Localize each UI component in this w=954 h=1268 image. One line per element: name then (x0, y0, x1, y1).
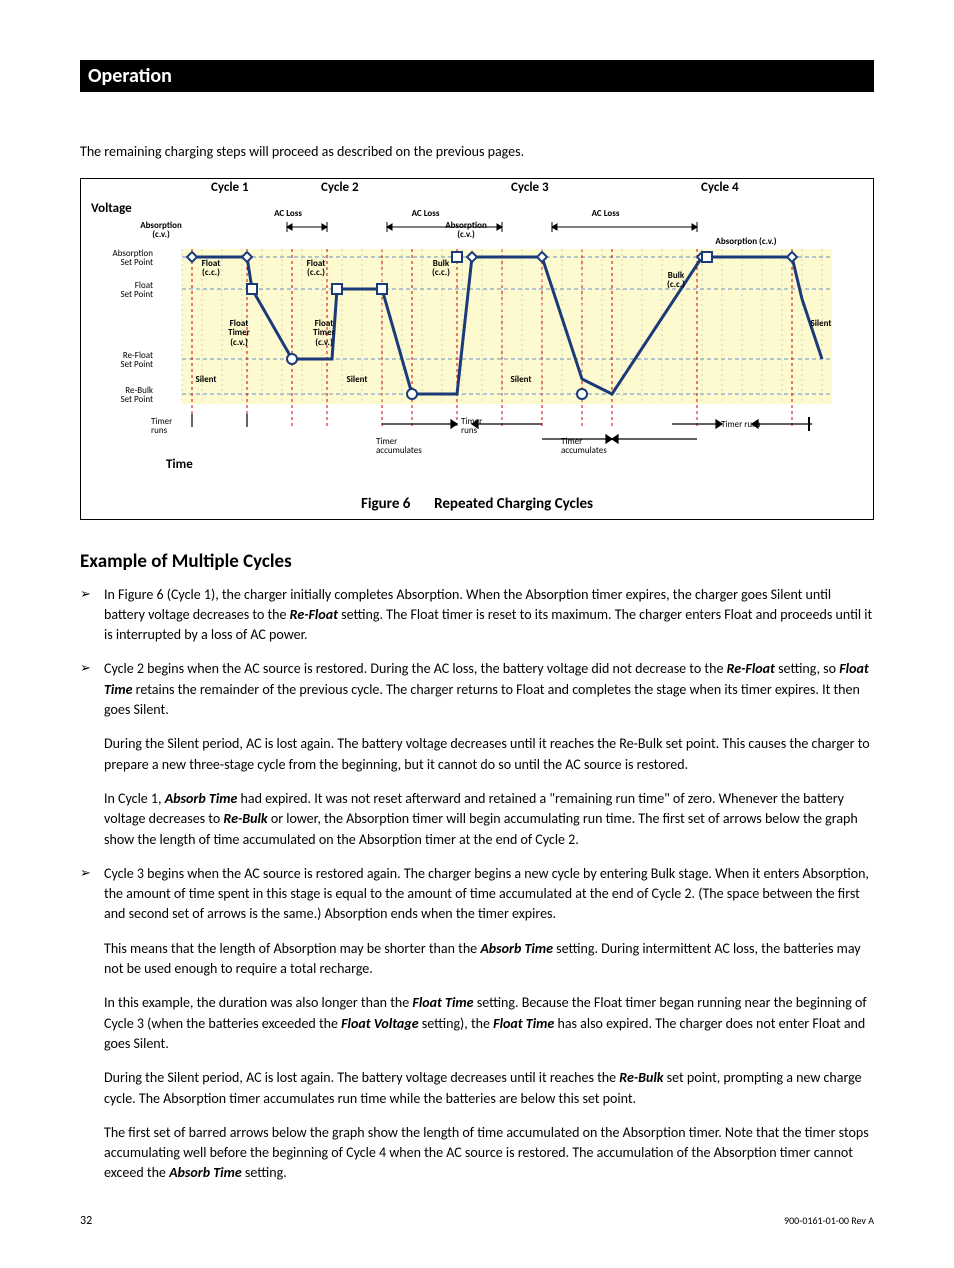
paragraph: The first set of barred arrows below the… (104, 1123, 874, 1184)
chart-text: Absorption(c.v.) (131, 221, 191, 241)
example-heading: Example of Multiple Cycles (80, 550, 874, 573)
figure-num: Figure 6 (361, 495, 410, 513)
figure-caption: Figure 6 Repeated Charging Cycles (81, 489, 873, 519)
chart-text: Timeraccumulates (376, 437, 436, 457)
chart-text: Absorption (c.v.) (691, 237, 801, 247)
chart-text: FloatTimer(c.v.) (306, 319, 342, 349)
time-label: Time (166, 457, 193, 472)
chart-text: FloatSet Point (93, 281, 153, 301)
section-header: Operation (80, 60, 874, 92)
bullet-glyph: ➢ (80, 585, 104, 646)
paragraph: In Cycle 1, Absorb Time had expired. It … (104, 789, 874, 850)
section-title: Operation (88, 64, 172, 88)
chart-text: Float(c.c.) (196, 259, 226, 279)
chart-text: FloatTimer(c.v.) (221, 319, 257, 349)
chart-text: Cycle 3 (511, 180, 549, 195)
chart-text: Timerruns (151, 417, 191, 437)
chart-text: Timerruns (461, 417, 501, 437)
chart-text: Silent (801, 319, 841, 329)
paragraph: This means that the length of Absorption… (104, 939, 874, 980)
chart-text: Re-BulkSet Point (93, 386, 153, 406)
chart-text: AC Loss (586, 209, 626, 219)
footer: 32 900-0161-01-00 Rev A (80, 1214, 874, 1228)
figure-title: Repeated Charging Cycles (434, 495, 593, 513)
chart-text: Bulk(c.c.) (426, 259, 456, 279)
doc-rev: 900-0161-01-00 Rev A (784, 1214, 874, 1228)
figure-6: Voltage Time Cycle 1 Cycle 2 Cycle 3 Cycle … (80, 178, 874, 520)
chart-text: Timeraccumulates (561, 437, 621, 457)
bullets: ➢ In Figure 6 (Cycle 1), the charger ini… (80, 585, 874, 1184)
bullet-item: ➢ Cycle 2 begins when the AC source is r… (80, 659, 874, 720)
bullet-glyph: ➢ (80, 864, 104, 925)
chart-text: Silent (501, 375, 541, 385)
bullet-text: In Figure 6 (Cycle 1), the charger initi… (104, 585, 874, 646)
bullet-item: ➢ Cycle 3 begins when the AC source is r… (80, 864, 874, 925)
chart-text: Float(c.c.) (301, 259, 331, 279)
intro-text: The remaining charging steps will procee… (80, 142, 874, 162)
chart-text: Cycle 1 (211, 180, 249, 195)
chart-text: AbsorptionSet Point (93, 249, 153, 269)
paragraph: During the Silent period, AC is lost aga… (104, 734, 874, 775)
chart-text: Silent (186, 375, 226, 385)
bullet-text: Cycle 2 begins when the AC source is res… (104, 659, 874, 720)
paragraph: During the Silent period, AC is lost aga… (104, 1068, 874, 1109)
page-number: 32 (80, 1214, 92, 1228)
chart-text: Cycle 4 (701, 180, 739, 195)
chart-text: AC Loss (268, 209, 308, 219)
paragraph: In this example, the duration was also l… (104, 993, 874, 1054)
chart-text: Re-FloatSet Point (93, 351, 153, 371)
bullet-text: Cycle 3 begins when the AC source is res… (104, 864, 874, 925)
voltage-label: Voltage (91, 201, 132, 216)
chart-text: Cycle 2 (321, 180, 359, 195)
bullet-item: ➢ In Figure 6 (Cycle 1), the charger ini… (80, 585, 874, 646)
chart: Voltage Time Cycle 1 Cycle 2 Cycle 3 Cycle … (81, 179, 873, 489)
chart-text: Silent (337, 375, 377, 385)
chart-text: Bulk(c.c.) (661, 271, 691, 291)
chart-text: AC Loss (406, 209, 446, 219)
chart-text: Absorption(c.v.) (436, 221, 496, 241)
bullet-glyph: ➢ (80, 659, 104, 720)
chart-text: Timer runs (721, 420, 781, 430)
